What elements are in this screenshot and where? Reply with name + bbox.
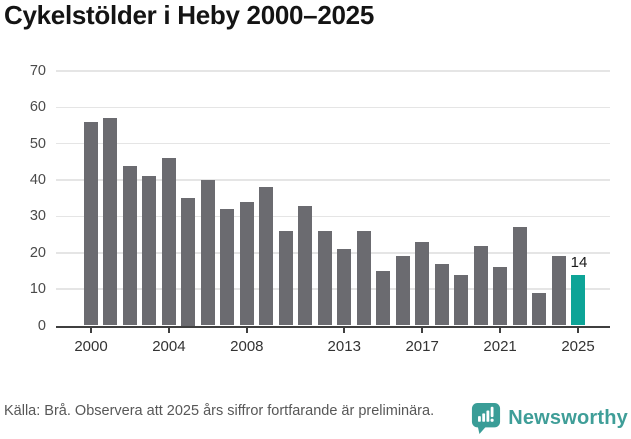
x-axis-line [56,325,610,328]
source-note: Källa: Brå. Observera att 2025 års siffr… [4,403,435,419]
x-tick-label: 2013 [327,338,361,355]
bar-2009 [259,187,274,326]
y-tick-label: 40 [29,172,46,189]
y-tick-label: 30 [29,208,46,225]
bar-2013 [337,249,352,326]
bar-2002 [122,165,137,326]
x-axis-tick [90,328,92,333]
newsworthy-bubble-chart-icon [471,401,501,435]
bar-2016 [395,256,410,326]
bar-2000 [84,121,98,326]
y-tick-label: 10 [29,281,46,298]
bar-2022 [512,227,527,326]
bar-2018 [434,263,449,326]
bar-2006 [200,180,215,326]
gridline [56,70,610,72]
bar-2025 [571,274,585,326]
bar-2012 [317,230,332,326]
bar-2015 [376,270,391,326]
chart-title: Cykelstölder i Heby 2000–2025 [4,0,374,30]
bar-2011 [298,205,313,326]
x-axis-tick [421,328,424,333]
bar-2003 [142,176,157,326]
newsworthy-wordmark: Newsworthy [508,406,628,429]
bar-2020 [473,245,488,326]
y-tick-label: 50 [29,135,46,152]
gridline [56,215,610,218]
bar-2023 [532,292,547,326]
bar-2001 [103,118,118,326]
x-axis-tick [577,328,579,333]
x-axis-tick [245,328,248,333]
y-tick-label: 60 [29,99,46,116]
gridline [56,252,610,254]
bar-2024 [551,256,566,326]
newsworthy-logo: Newsworthy [471,401,628,435]
x-axis-tick [167,328,170,333]
bar-2019 [454,274,469,326]
x-tick-label: 2021 [483,338,517,355]
x-tick-label: 2008 [230,338,264,355]
gridline [56,142,610,145]
bar-2004 [161,158,176,326]
gridline [56,106,610,109]
gridline [56,179,610,181]
y-tick-label: 0 [37,317,46,334]
bar-2005 [181,198,196,326]
bar-2021 [493,267,508,326]
y-tick-label: 20 [29,244,46,261]
x-tick-label: 2000 [74,338,108,355]
x-tick-label: 2025 [561,338,595,355]
x-tick-label: 2017 [405,338,439,355]
bar-2008 [239,201,254,326]
value-label-2025: 14 [570,253,588,271]
y-tick-label: 70 [29,63,46,79]
bar-2007 [220,209,235,326]
x-axis-tick [343,328,346,333]
bar-2014 [356,230,371,326]
x-tick-label: 2004 [152,338,186,355]
gridline [56,288,610,290]
x-axis-tick [499,328,502,333]
bar-2010 [278,230,293,326]
bar-2017 [415,241,430,326]
